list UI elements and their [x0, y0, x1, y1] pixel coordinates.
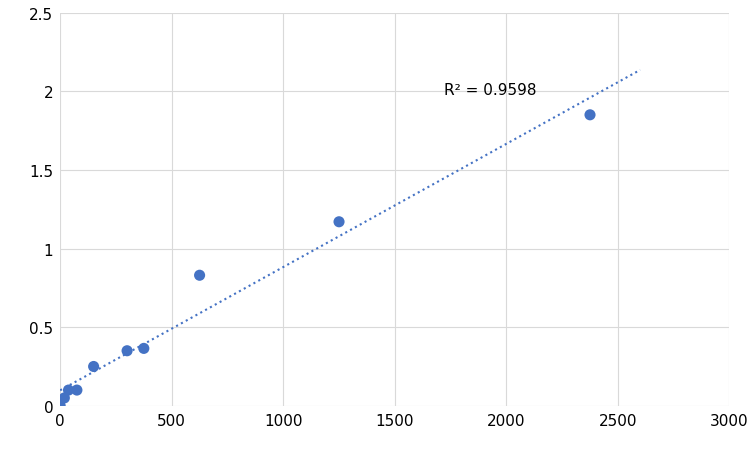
- Point: [193, 272, 205, 279]
- Point: [71, 387, 83, 394]
- Point: [87, 363, 99, 370]
- Point: [54, 402, 66, 410]
- Point: [62, 387, 74, 394]
- Point: [138, 345, 150, 352]
- Point: [333, 219, 345, 226]
- Point: [121, 347, 133, 354]
- Point: [59, 395, 71, 402]
- Text: R² = 0.9598: R² = 0.9598: [444, 83, 536, 98]
- Point: [584, 112, 596, 119]
